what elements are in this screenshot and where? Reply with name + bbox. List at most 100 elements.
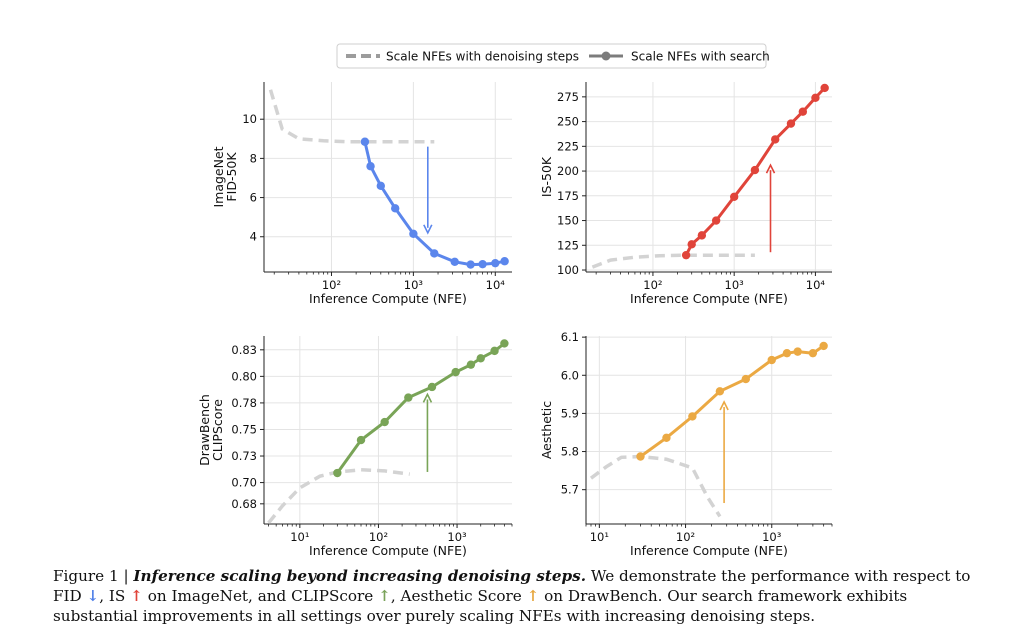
is-panel: 10² 10³ 10⁴ 100 125 150 175 200 225 250 275 Inferen… (539, 82, 832, 306)
search-point (500, 257, 509, 266)
search-point (820, 83, 829, 93)
x-tick-label: 10⁴ (806, 278, 826, 292)
search-point (380, 417, 389, 427)
search-point (430, 249, 439, 258)
search-point (729, 192, 739, 201)
x-tick-label: 10² (643, 278, 662, 292)
search-point (793, 347, 802, 356)
figure-caption: Figure 1 | Inference scaling beyond incr… (53, 566, 988, 626)
search-point (798, 107, 808, 116)
search-point (409, 229, 418, 239)
y-axis-label: IS-50K (539, 156, 554, 197)
trend-arrow-head (422, 392, 433, 403)
x-tick-label: 10² (369, 530, 388, 544)
y-tick-label: 5.8 (561, 445, 579, 459)
search-point (333, 468, 342, 478)
search-point (391, 204, 400, 213)
search-point (636, 452, 645, 461)
legend: Scale NFEs with denoising steps Scale NF… (336, 43, 770, 69)
y-axis-label: Aesthetic (539, 401, 554, 459)
trend-arrow-head (765, 163, 776, 174)
x-tick-label: 10⁴ (486, 278, 506, 292)
denoising-steps-line (591, 253, 755, 269)
caption-text-5: on DrawBench. Our search framework exhib… (53, 587, 908, 625)
search-point (360, 137, 370, 146)
y-tick-label: 10 (242, 112, 257, 126)
search-point (466, 260, 475, 269)
y-axis-label: ImageNet (211, 146, 226, 207)
caption-text-3: on ImageNet, and CLIPScore (142, 587, 379, 605)
y-tick-label: 275 (557, 90, 579, 104)
x-axis-label: Inference Compute (NFE) (309, 291, 467, 306)
x-axis-label: Inference Compute (NFE) (630, 543, 788, 558)
search-point (366, 162, 375, 171)
is-up-arrow: ↑ (130, 587, 143, 605)
x-tick-label: 10³ (725, 278, 745, 292)
legend-search-label: Scale NFEs with search (631, 50, 770, 64)
search-point (491, 258, 500, 268)
search-point (687, 240, 696, 249)
y-tick-label: 6 (250, 191, 257, 205)
x-tick-label: 10³ (404, 278, 424, 292)
y-tick-label: 200 (557, 164, 579, 178)
y-tick-label: 0.68 (231, 497, 257, 511)
y-tick-label: 100 (557, 263, 579, 277)
search-point (662, 433, 671, 443)
search-point (808, 348, 818, 358)
search-point (476, 354, 485, 363)
x-tick-label: 10² (322, 278, 341, 292)
y-tick-label: 8 (250, 151, 257, 165)
search-point (466, 360, 476, 369)
y-tick-label: 5.9 (561, 406, 579, 420)
y-tick-label: 0.83 (231, 343, 257, 357)
x-tick-label: 10³ (762, 530, 782, 544)
x-tick-label: 10¹ (590, 530, 609, 544)
search-point (450, 257, 459, 267)
x-axis-label: Inference Compute (NFE) (630, 291, 788, 306)
clipscore-panel: 10¹ 10² 10³ 0.68 0.70 0.73 0.75 0.78 0.80 0.83 Inf… (197, 336, 513, 558)
search-point (697, 231, 707, 240)
denoising-steps-line (268, 89, 435, 144)
y-axis-label: CLIPScore (210, 399, 225, 461)
search-point (782, 348, 792, 358)
search-point (478, 259, 487, 269)
x-tick-label: 10² (676, 530, 695, 544)
aesthetic-panel: 10¹ 10² 10³ 5.7 5.8 5.9 6.0 6.1 Inference Comput… (539, 330, 833, 558)
y-tick-label: 0.70 (231, 476, 257, 490)
search-point (356, 435, 366, 445)
caption-text-4: , Aesthetic Score (390, 587, 527, 605)
x-tick-label: 10³ (447, 530, 467, 544)
search-line (336, 342, 506, 474)
y-tick-label: 125 (557, 238, 579, 252)
caption-title: Inference scaling beyond increasing deno… (133, 567, 586, 585)
clipscore-up-arrow: ↑ (378, 587, 391, 605)
x-axis-label: Inference Compute (NFE) (309, 543, 467, 558)
search-line (639, 344, 825, 458)
search-point (750, 165, 760, 175)
y-tick-label: 150 (557, 214, 579, 228)
search-point (819, 341, 828, 351)
search-point (681, 250, 691, 260)
y-tick-label: 6.1 (561, 330, 579, 344)
trend-arrow-head (423, 224, 433, 235)
search-point (741, 374, 751, 384)
y-tick-label: 5.7 (561, 483, 579, 497)
y-axis-label: FID-50K (224, 152, 239, 202)
search-point (427, 382, 437, 392)
search-point (811, 93, 820, 103)
y-tick-label: 250 (557, 115, 579, 129)
caption-text-1: We demonstrate the performance with resp… (53, 567, 971, 605)
search-point (688, 412, 697, 421)
search-point (715, 387, 725, 396)
legend-box (336, 43, 767, 69)
figure-1: Scale NFEs with denoising steps Scale NF… (197, 43, 833, 558)
y-tick-label: 6.0 (561, 368, 579, 382)
search-point (786, 119, 796, 128)
legend-search-marker (601, 51, 611, 61)
search-point (451, 367, 460, 377)
y-tick-label: 0.80 (231, 369, 257, 383)
y-tick-label: 0.78 (231, 396, 257, 410)
denoising-steps-line (267, 468, 410, 525)
search-point (767, 355, 776, 365)
y-tick-label: 0.73 (231, 449, 257, 463)
